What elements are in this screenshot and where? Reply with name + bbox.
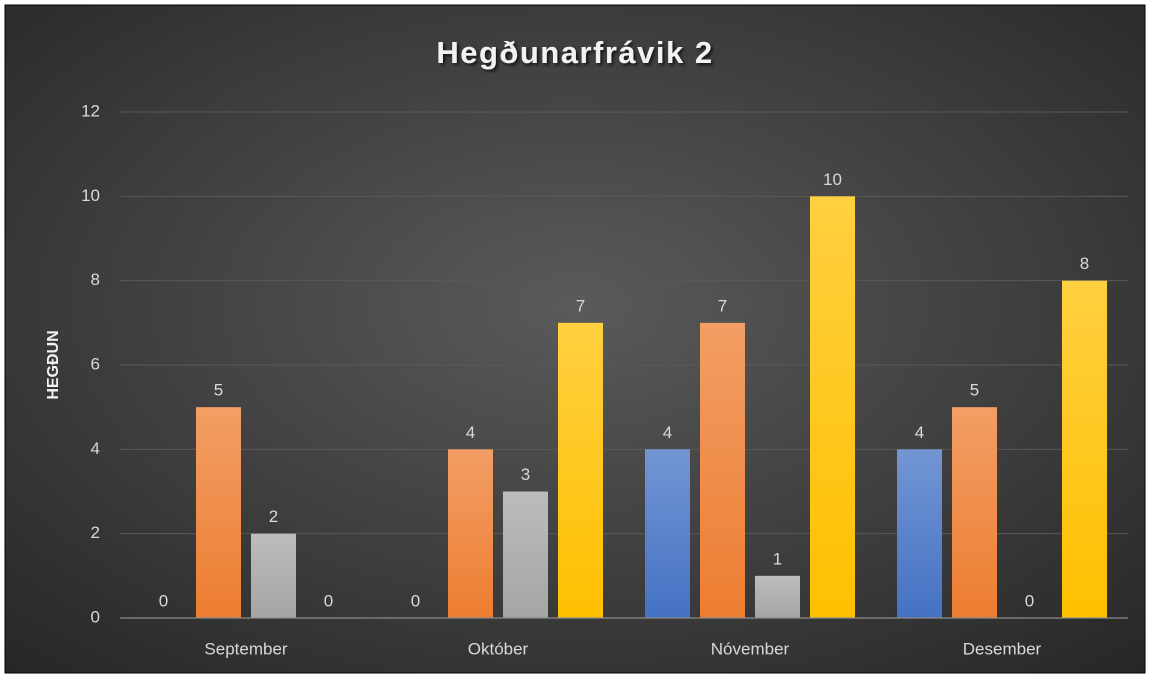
y-tick-label: 10 [81,186,100,205]
bar [897,449,942,618]
bar [251,533,296,618]
bar [645,449,690,618]
data-label: 0 [324,591,333,610]
x-tick-label: September [204,639,287,658]
data-label: 2 [269,507,278,526]
y-tick-label: 12 [81,101,100,120]
y-tick-label: 0 [91,607,100,626]
x-tick-label: Október [468,639,529,658]
data-label: 1 [773,549,782,568]
bar [1062,280,1107,618]
bar [558,322,603,618]
data-label: 0 [1025,591,1034,610]
data-label: 8 [1080,254,1089,273]
data-label: 10 [823,170,842,189]
bar [448,449,493,618]
y-tick-label: 4 [91,439,100,458]
bar [196,407,241,618]
y-tick-label: 6 [91,354,100,373]
bar [755,575,800,618]
data-label: 0 [159,591,168,610]
y-tick-label: 2 [91,523,100,542]
data-label: 3 [521,465,530,484]
data-label: 5 [970,381,979,400]
x-tick-label: Desember [963,639,1042,658]
data-label: 4 [663,423,672,442]
y-axis-label: HEGÐUN [45,330,62,399]
data-label: 7 [718,296,727,315]
data-label: 7 [576,296,585,315]
data-label: 4 [466,423,475,442]
x-tick-label: Nóvember [711,639,790,658]
bar [952,407,997,618]
data-label: 0 [411,591,420,610]
bar [700,322,745,618]
bar [503,491,548,618]
bar [810,196,855,619]
chart-title: Hegðunarfrávik 2 [436,35,713,70]
data-label: 5 [214,381,223,400]
data-label: 4 [915,423,924,442]
y-tick-label: 8 [91,270,100,289]
